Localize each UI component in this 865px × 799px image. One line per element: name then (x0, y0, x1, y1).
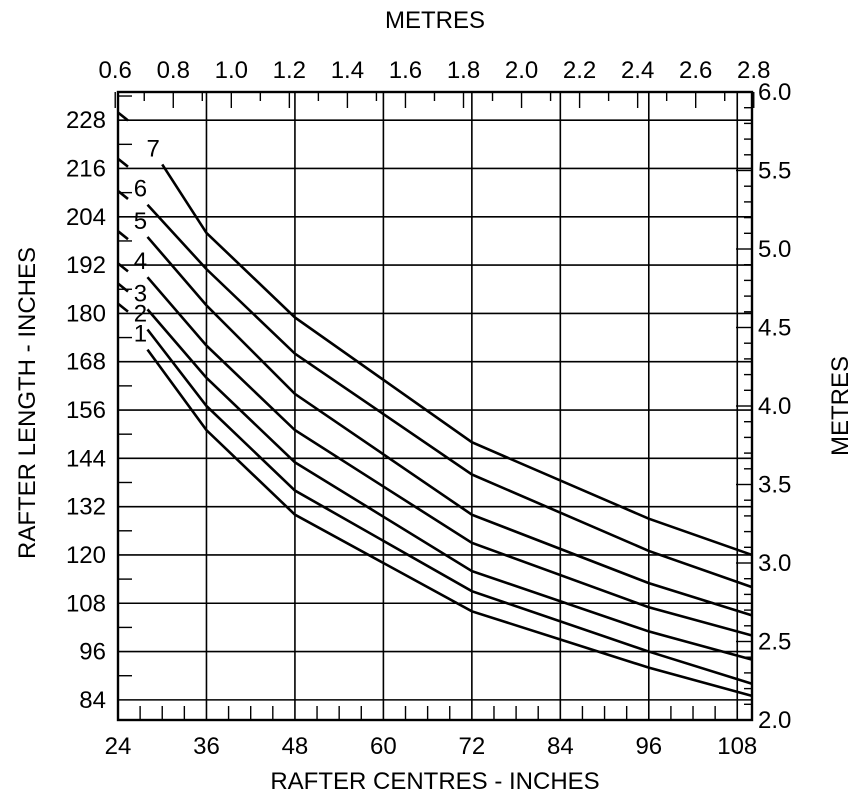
series-leader-1 (117, 302, 129, 313)
y2-tick-label: 3.0 (758, 550, 791, 577)
series-line-1 (146, 348, 753, 698)
x2-tick-label: 2.6 (679, 57, 712, 84)
y2-tick-label: 2.0 (758, 707, 791, 734)
curve-labels: 123 4 5 67 (134, 135, 160, 347)
series-line-2 (146, 328, 753, 686)
x-axis-title: RAFTER CENTRES - INCHES (270, 768, 599, 795)
x2-tick-label: 2.0 (505, 57, 538, 84)
x-tick-label: 36 (193, 733, 220, 760)
x2-tick-label: 1.2 (273, 57, 306, 84)
series-label-5: 5 (134, 208, 147, 235)
y-tick-label: 96 (79, 639, 106, 666)
y-tick-label: 168 (66, 349, 106, 376)
y2-tick-label: 3.5 (758, 472, 791, 499)
series-leader-3 (117, 262, 129, 273)
y-tick-label: 144 (66, 445, 106, 472)
x2-tick-label: 2.2 (563, 57, 596, 84)
tick-labels: 24 36 48 60 72 84 96 10884961081201321441561681… (66, 57, 791, 760)
x2-tick-label: 2.4 (621, 57, 654, 84)
series-line-7 (161, 163, 753, 557)
y-tick-label: 192 (66, 252, 106, 279)
series-leader-6 (117, 157, 129, 168)
series-label-7: 7 (147, 135, 160, 162)
x2-tick-label: 0.6 (99, 57, 132, 84)
y-tick-label: 108 (66, 590, 106, 617)
series-label-6: 6 (134, 176, 147, 203)
y-tick-label: 120 (66, 542, 106, 569)
y2-tick-label: 4.5 (758, 315, 791, 342)
x-tick-label: 72 (459, 733, 486, 760)
y-tick-label: 180 (66, 300, 106, 327)
y-tick-label: 204 (66, 204, 106, 231)
x-tick-label: 24 (105, 733, 132, 760)
x-tick-label: 60 (370, 733, 397, 760)
x2-tick-label: 1.0 (215, 57, 248, 84)
y2-tick-label: 4.0 (758, 393, 791, 420)
y-tick-label: 84 (79, 687, 106, 714)
series-leader-7 (117, 111, 129, 122)
x-tick-label: 108 (717, 733, 757, 760)
y2-tick-label: 5.0 (758, 236, 791, 263)
y2-tick-label: 5.5 (758, 158, 791, 185)
series-line-3 (146, 308, 753, 661)
right-axis-title: METRES (827, 356, 854, 456)
series-label-2: 2 (134, 301, 147, 328)
x-tick-label: 48 (282, 733, 309, 760)
grid (117, 92, 752, 720)
series-leader-2 (117, 282, 129, 293)
plot-frame (116, 90, 754, 722)
series-line-5 (146, 236, 753, 617)
y2-tick-label: 6.0 (758, 79, 791, 106)
x2-tick-label: 2.8 (737, 57, 770, 84)
series-line-4 (146, 276, 753, 637)
y-tick-label: 156 (66, 397, 106, 424)
series-leader-5 (117, 189, 129, 200)
x-tick-label: 84 (547, 733, 574, 760)
y-tick-label: 228 (66, 107, 106, 134)
y2-tick-label: 2.5 (758, 629, 791, 656)
series-label-4: 4 (134, 248, 147, 275)
y-tick-label: 216 (66, 155, 106, 182)
series-line-6 (146, 203, 753, 589)
series-leader-4 (117, 230, 129, 241)
axis-ticks (114, 91, 755, 721)
y-tick-label: 132 (66, 494, 106, 521)
x2-tick-label: 1.4 (331, 57, 364, 84)
series-label-3: 3 (134, 280, 147, 307)
x2-tick-label: 1.8 (447, 57, 480, 84)
series-lines (117, 111, 753, 698)
y-axis-title: RAFTER LENGTH - INCHES (14, 247, 41, 559)
series-label-1: 1 (134, 321, 147, 348)
x2-tick-label: 0.8 (157, 57, 190, 84)
x2-tick-label: 1.6 (389, 57, 422, 84)
x-tick-label: 96 (635, 733, 662, 760)
top-axis-title: METRES (385, 7, 485, 34)
